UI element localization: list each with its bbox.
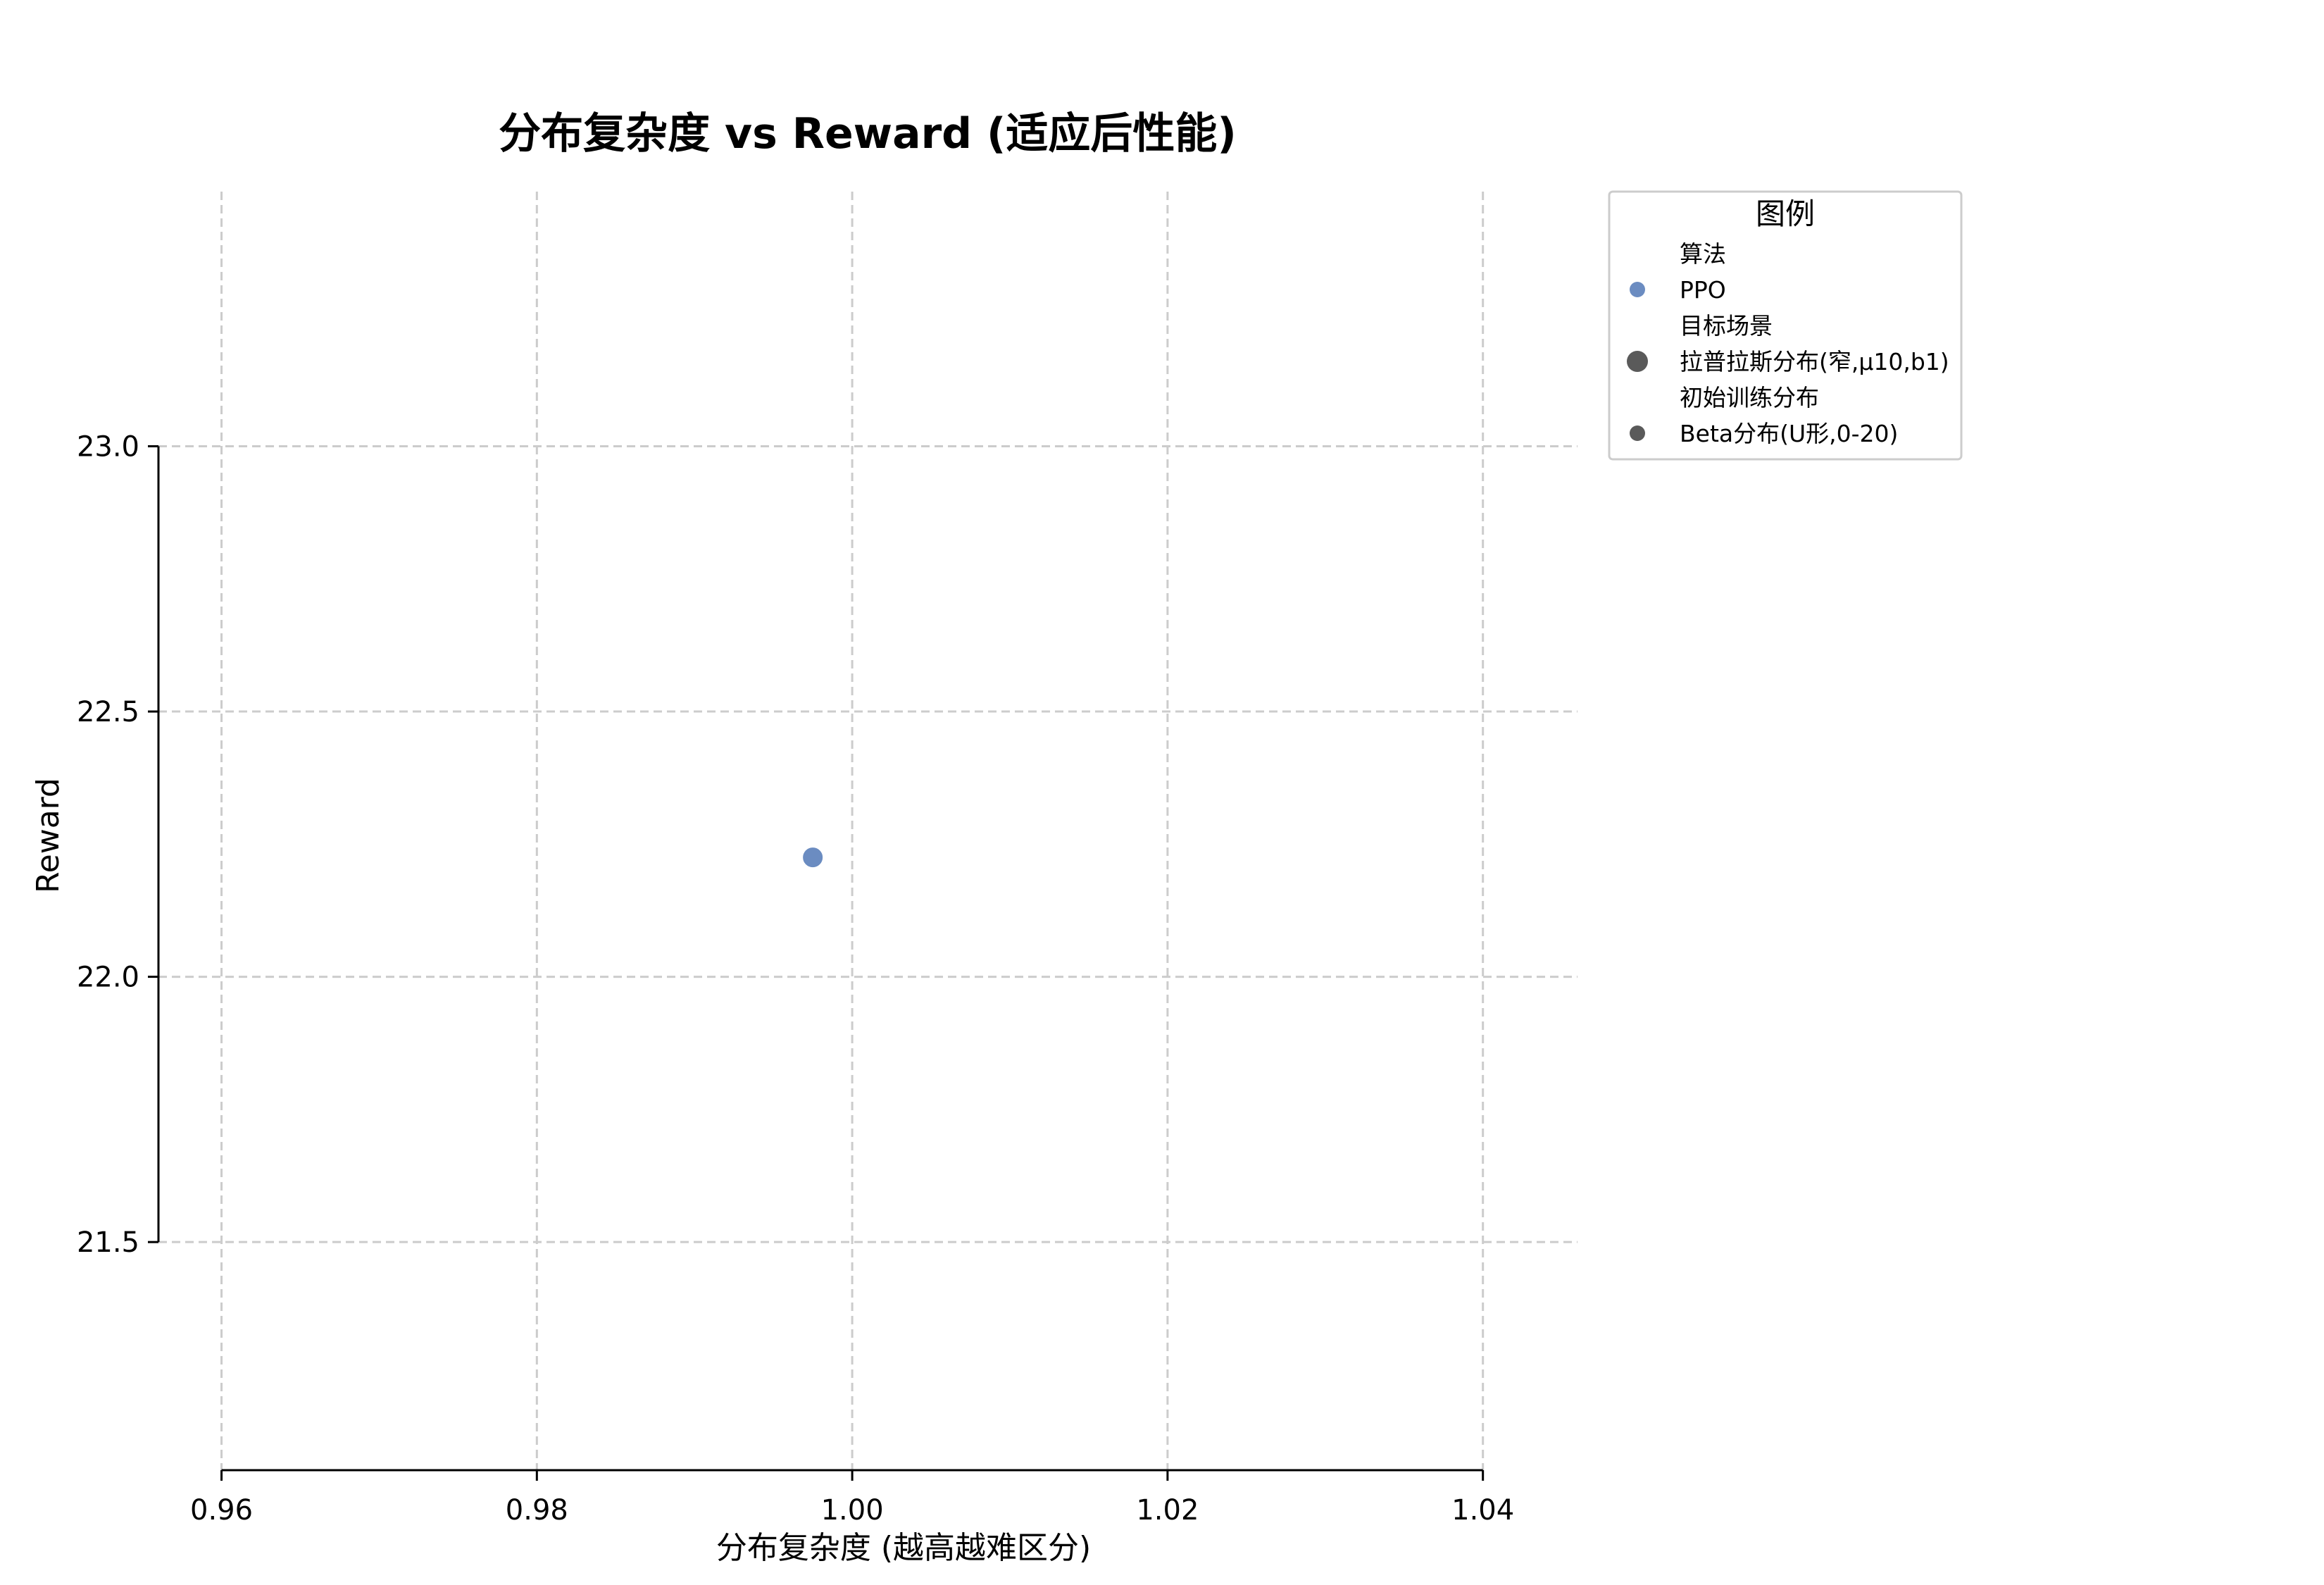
legend-group-header: 初始训练分布 xyxy=(1680,384,1819,411)
y-tick-label: 22.0 xyxy=(77,962,139,994)
y-tick-label: 22.5 xyxy=(77,696,139,728)
legend-title: 图例 xyxy=(1756,197,1815,231)
legend-group-header: 算法 xyxy=(1680,240,1726,268)
x-axis-label: 分布复杂度 (越高越难区分) xyxy=(716,1530,1091,1566)
x-tick-label: 1.02 xyxy=(1136,1494,1199,1527)
chart-title: 分布复杂度 vs Reward (适应后性能) xyxy=(499,109,1237,158)
legend-frame xyxy=(1608,190,1963,461)
scatter-point xyxy=(801,846,825,869)
x-tick-label: 0.98 xyxy=(506,1494,568,1527)
axes xyxy=(148,445,1485,1481)
x-tick-label: 1.04 xyxy=(1451,1494,1514,1527)
tick-labels: 0.96 0.98 1.00 1.02 1.04 21.5 22.0 22.5 23.0 xyxy=(77,430,1514,1527)
legend-entry-label: PPO xyxy=(1680,276,1726,304)
legend-marker xyxy=(1630,425,1645,441)
x-tick-label: 1.00 xyxy=(821,1494,884,1527)
x-tick-label: 0.96 xyxy=(190,1494,253,1527)
legend-group-header: 目标场景 xyxy=(1680,312,1773,340)
legend-entry-label: Beta分布(U形,0-20) xyxy=(1680,420,1898,447)
grid xyxy=(158,192,1578,1470)
y-tick-label: 23.0 xyxy=(77,430,139,463)
y-axis-label: Reward xyxy=(30,778,66,893)
data-points xyxy=(801,846,825,869)
legend-entry-label: 拉普拉斯分布(窄,μ10,b1) xyxy=(1680,348,1949,375)
y-tick-label: 21.5 xyxy=(77,1226,139,1259)
legend-marker xyxy=(1627,351,1648,372)
legend-marker xyxy=(1630,282,1645,297)
